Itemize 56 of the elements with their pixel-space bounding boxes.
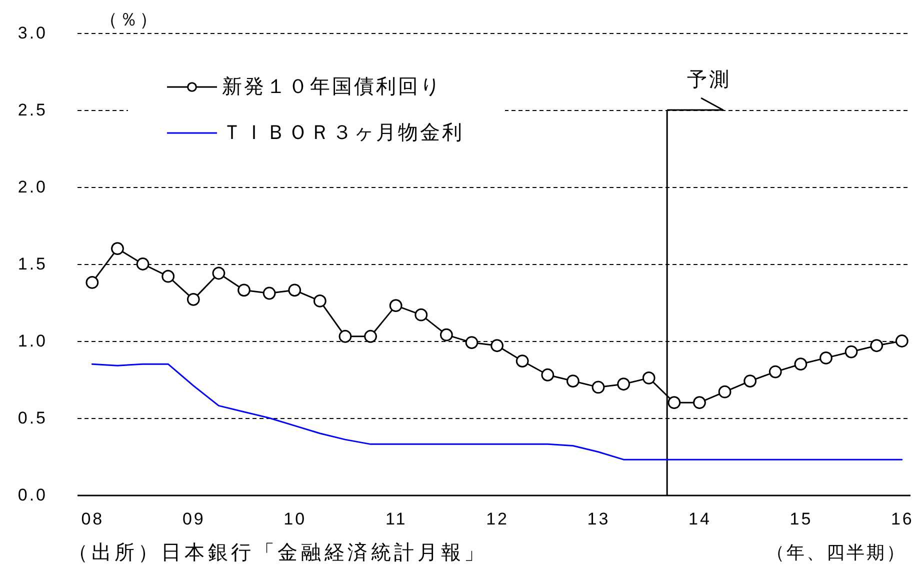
point xyxy=(744,374,757,388)
y-tick-label: 0.5 xyxy=(18,408,48,428)
point xyxy=(440,328,453,342)
point xyxy=(541,368,554,382)
y-tick-label: 0.0 xyxy=(18,486,48,504)
point xyxy=(465,336,478,349)
x-tick-label: 10 xyxy=(284,510,307,528)
point xyxy=(516,354,529,368)
legend-label: 新発１０年国債利回り xyxy=(222,76,442,98)
point xyxy=(162,270,175,283)
point xyxy=(136,258,150,270)
y-tick-label: 3.0 xyxy=(18,24,48,42)
y-tick-label: 1.0 xyxy=(18,332,48,350)
text: （出所）日本銀行「金融経済統計月報」 xyxy=(68,542,488,564)
point xyxy=(490,339,504,352)
x-tick-label: 16 xyxy=(890,510,914,528)
x-tick-label: 13 xyxy=(587,510,610,528)
point xyxy=(617,378,630,391)
point xyxy=(718,385,732,398)
y-tick-label: 1.5 xyxy=(18,254,48,274)
point xyxy=(111,242,124,256)
point xyxy=(642,372,656,384)
y-tick-label: 2.5 xyxy=(18,100,48,120)
point xyxy=(844,345,858,358)
y-tick-label: 2.0 xyxy=(18,178,48,196)
point xyxy=(566,374,580,388)
point xyxy=(768,365,782,378)
point xyxy=(212,266,226,280)
x-tick-label: 15 xyxy=(790,510,813,528)
point xyxy=(414,308,428,322)
x-tick-label: 08 xyxy=(81,510,104,528)
x-tick-label: 11 xyxy=(386,510,408,528)
point xyxy=(86,276,99,289)
point xyxy=(895,334,908,348)
point xyxy=(693,396,706,410)
point xyxy=(668,396,681,410)
point xyxy=(592,380,605,394)
y-axis-title: （％） xyxy=(100,10,160,30)
point xyxy=(238,284,250,297)
x-tick-label: 12 xyxy=(486,510,510,528)
line-series xyxy=(91,363,903,460)
x-axis-title: （年、四半期） xyxy=(766,542,906,562)
point xyxy=(389,299,402,312)
point xyxy=(313,294,326,308)
point xyxy=(820,352,832,364)
point xyxy=(288,284,302,297)
point xyxy=(794,358,808,371)
x-tick-label: 09 xyxy=(182,510,206,528)
point xyxy=(870,339,884,352)
point xyxy=(364,330,377,343)
ref-line-label: 予測 xyxy=(687,69,732,91)
x-tick-label: 14 xyxy=(688,510,712,528)
legend-label: ＴＩＢＯＲ３ヶ月物金利 xyxy=(222,122,464,144)
point xyxy=(338,330,352,343)
point xyxy=(262,286,276,300)
point xyxy=(186,292,200,306)
